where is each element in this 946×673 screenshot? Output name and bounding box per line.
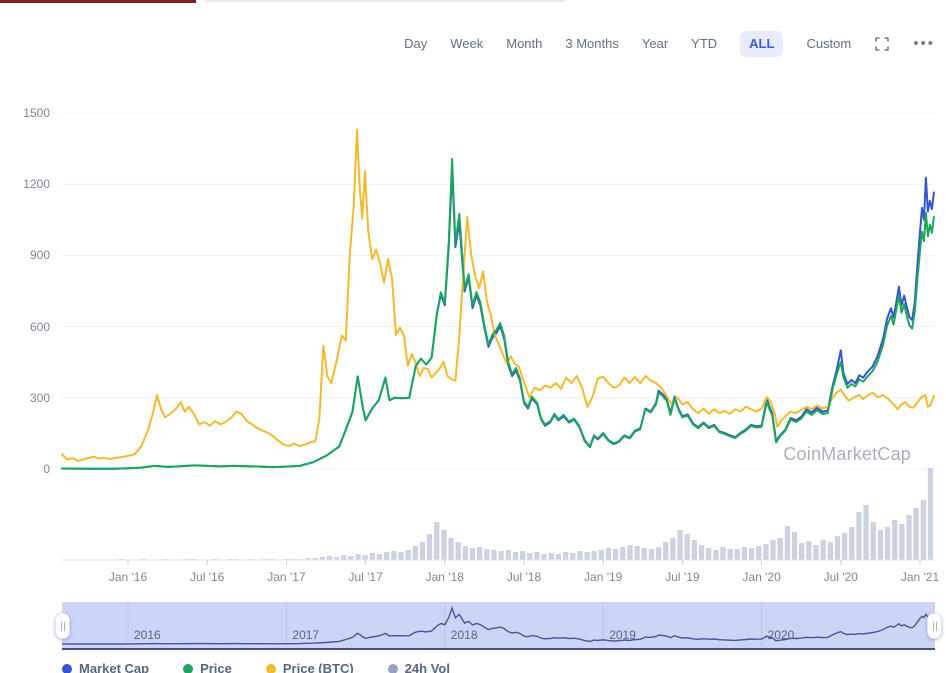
legend-dot	[62, 663, 72, 673]
range-button-ytd[interactable]: YTD	[691, 36, 718, 51]
legend-item-market-cap[interactable]: Market Cap	[62, 661, 149, 673]
legend-item-price[interactable]: Price	[183, 661, 232, 673]
legend-dot	[183, 663, 194, 673]
y-axis-label: 300	[29, 390, 50, 405]
fullscreen-icon	[875, 37, 890, 51]
x-axis-label: Jul '20	[823, 570, 858, 584]
x-axis-label: Jan '17	[267, 570, 306, 584]
legend-label: 24h Vol	[404, 661, 450, 673]
y-axis-label: 1500	[23, 106, 50, 120]
range-button-day[interactable]: Day	[404, 36, 428, 51]
navigator-year-label: 2017	[292, 628, 320, 642]
volume-bars	[119, 468, 934, 560]
range-button-year[interactable]: Year	[641, 36, 669, 51]
x-axis-label: Jul '17	[348, 570, 383, 584]
coinmarketcap-watermark: CoinMarketCap	[783, 444, 911, 464]
legend-item-price-btc-[interactable]: Price (BTC)	[265, 661, 354, 673]
range-button-3months[interactable]: 3 Months	[565, 36, 619, 51]
navigator-year-label: 2020	[767, 628, 795, 642]
y-axis-label: 1200	[23, 177, 50, 192]
more-options-button[interactable]: •••	[913, 35, 935, 52]
navigator-year-label: 2016	[134, 628, 161, 642]
navigator-series-line	[62, 605, 935, 645]
legend-label: Price (BTC)	[282, 661, 354, 673]
y-axis-label: 600	[29, 319, 50, 334]
time-range-toolbar: Day Week Month 3 Months Year YTD ALL Cus…	[404, 31, 935, 57]
y-axis-label: 900	[29, 248, 50, 263]
range-button-week[interactable]: Week	[450, 36, 484, 51]
x-axis-label: Jan '16	[108, 570, 148, 584]
x-axis-label: Jan '21	[900, 570, 940, 584]
x-axis-label: Jan '20	[742, 570, 781, 584]
navigator-right-handle[interactable]	[927, 613, 942, 639]
range-button-month[interactable]: Month	[506, 36, 543, 51]
price-chart-plot-area[interactable]	[0, 80, 946, 585]
more-options-icon: •••	[913, 35, 935, 52]
series-legend: Market Cap Price Price (BTC) 24h Vol	[62, 661, 450, 673]
legend-item-24h-vol[interactable]: 24h Vol	[387, 661, 450, 673]
x-axis-label: Jul '19	[665, 570, 700, 584]
range-button-custom[interactable]: Custom	[806, 36, 852, 51]
x-axis-label: Jul '16	[190, 570, 225, 584]
range-navigator-track[interactable]: 2016 2017 2018 2019 2020	[55, 602, 942, 650]
navigator-left-handle[interactable]	[55, 613, 70, 639]
series-line-price	[61, 158, 935, 470]
legend-dot	[387, 663, 398, 673]
range-button-all[interactable]: ALL	[740, 31, 784, 57]
navigator-year-label: 2019	[609, 628, 636, 642]
y-axis-label: 0	[43, 462, 50, 476]
legend-dot	[265, 663, 276, 673]
cropped-heading-fragment-2	[205, 0, 565, 2]
x-axis-label: Jul '18	[506, 570, 542, 584]
fullscreen-button[interactable]	[874, 36, 890, 52]
x-axis-label: Jan '19	[584, 570, 623, 584]
navigator-year-label: 2018	[450, 628, 478, 642]
cropped-heading-fragment	[0, 0, 196, 3]
series-line-price-btc-	[61, 128, 935, 462]
x-axis-label: Jan '18	[425, 570, 464, 584]
series-line-market-cap	[61, 168, 935, 470]
legend-label: Price	[200, 661, 232, 673]
legend-label: Market Cap	[79, 661, 150, 673]
